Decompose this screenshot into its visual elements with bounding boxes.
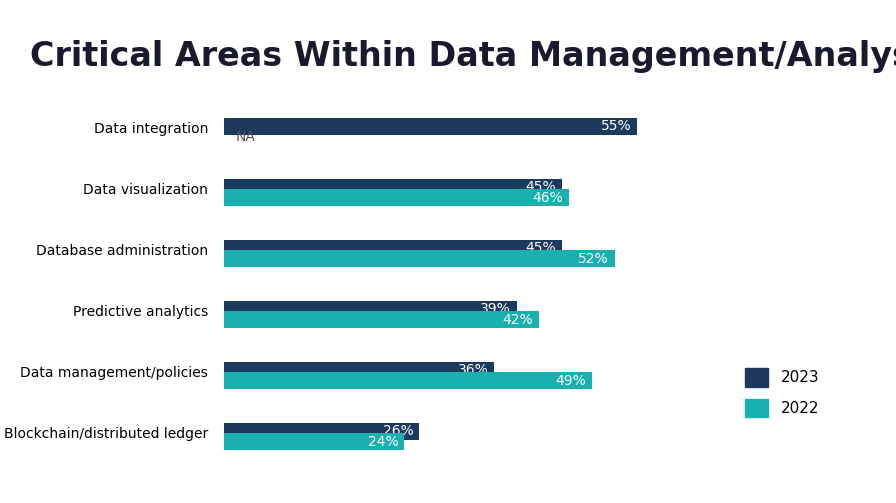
Text: 45%: 45% <box>525 241 556 255</box>
Bar <box>224 311 539 328</box>
Text: 46%: 46% <box>533 191 564 205</box>
Text: 42%: 42% <box>503 312 533 326</box>
Bar <box>224 250 615 267</box>
Bar <box>224 362 495 379</box>
Text: 45%: 45% <box>525 180 556 194</box>
Text: 36%: 36% <box>458 363 488 377</box>
Text: 26%: 26% <box>383 424 413 438</box>
Text: 55%: 55% <box>600 119 631 133</box>
Bar <box>224 301 517 318</box>
Text: 24%: 24% <box>367 435 398 449</box>
Bar <box>224 118 637 135</box>
Text: 49%: 49% <box>556 374 586 388</box>
Bar <box>224 433 404 450</box>
Bar <box>224 423 419 440</box>
Bar <box>224 179 562 196</box>
Bar <box>224 372 592 389</box>
Text: 39%: 39% <box>480 302 511 316</box>
Legend: 2023, 2022: 2023, 2022 <box>745 368 819 417</box>
Text: Critical Areas Within Data Management/Analysis: Critical Areas Within Data Management/An… <box>30 40 896 72</box>
Bar <box>224 189 570 206</box>
Text: NA: NA <box>236 130 255 143</box>
Bar <box>224 239 562 257</box>
Text: 52%: 52% <box>578 252 608 266</box>
